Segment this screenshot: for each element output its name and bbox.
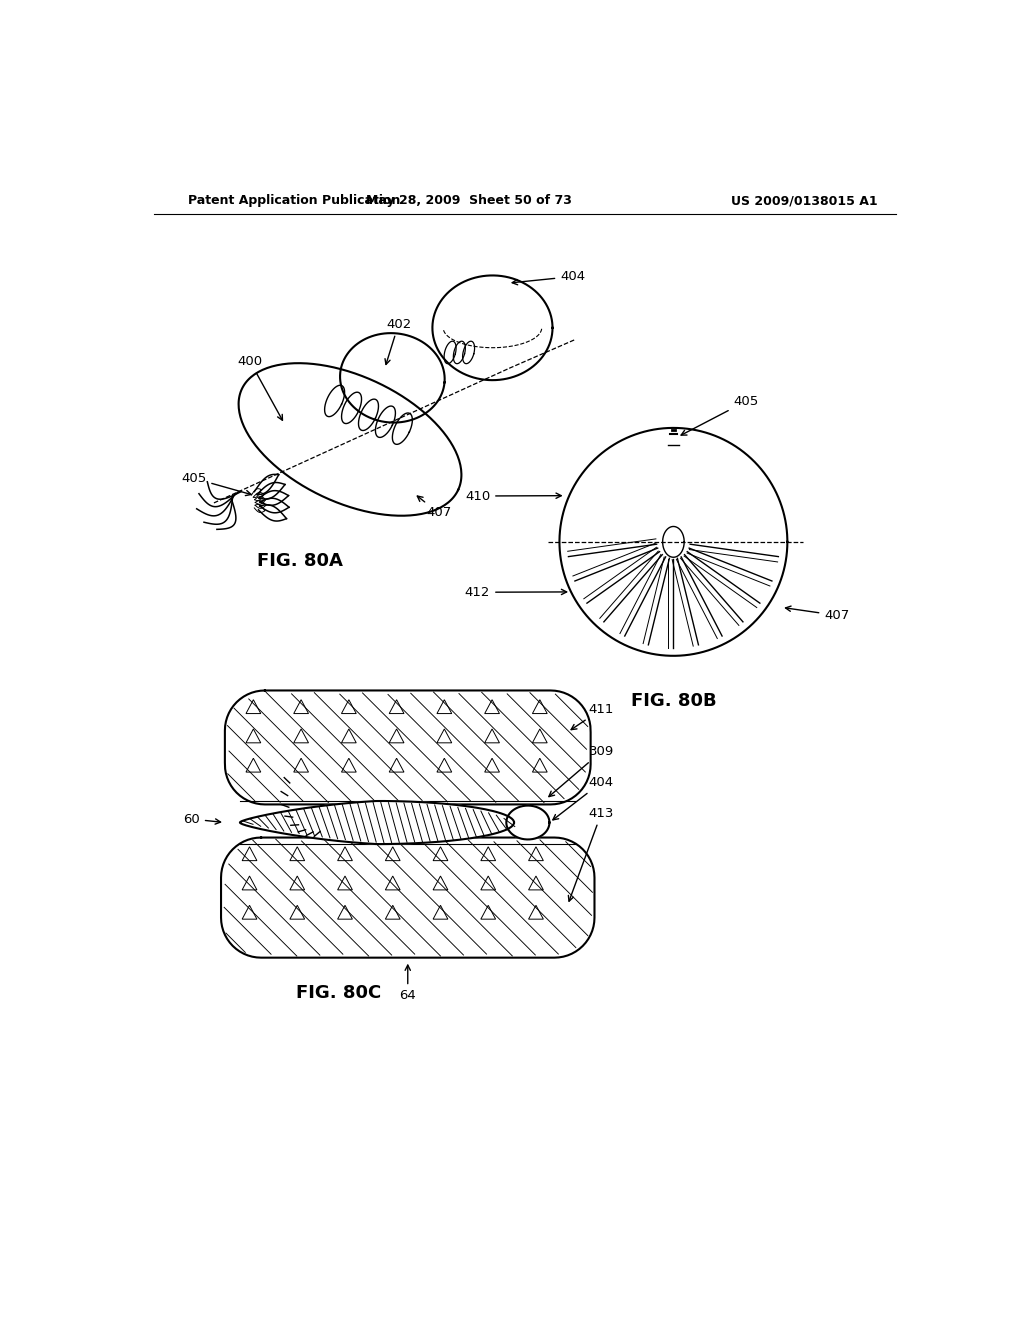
- Text: US 2009/0138015 A1: US 2009/0138015 A1: [731, 194, 878, 207]
- Text: FIG. 80A: FIG. 80A: [257, 553, 343, 570]
- Text: Patent Application Publication: Patent Application Publication: [188, 194, 400, 207]
- Polygon shape: [506, 805, 550, 840]
- Polygon shape: [240, 801, 514, 843]
- Text: 407: 407: [418, 496, 452, 520]
- Text: 411: 411: [571, 702, 614, 730]
- Text: 64: 64: [399, 965, 416, 1002]
- Text: 412: 412: [465, 586, 566, 599]
- Text: 404: 404: [553, 776, 613, 820]
- Text: 400: 400: [238, 355, 283, 420]
- Text: FIG. 80C: FIG. 80C: [296, 983, 381, 1002]
- Text: 413: 413: [568, 807, 614, 902]
- Text: FIG. 80B: FIG. 80B: [631, 692, 716, 710]
- Text: 404: 404: [512, 271, 586, 285]
- Text: 60: 60: [183, 813, 220, 825]
- Text: 405: 405: [681, 395, 759, 436]
- Text: 410: 410: [465, 490, 561, 503]
- Text: 405: 405: [181, 471, 251, 495]
- Text: May 28, 2009  Sheet 50 of 73: May 28, 2009 Sheet 50 of 73: [367, 194, 572, 207]
- Text: 402: 402: [385, 318, 412, 364]
- Text: 407: 407: [785, 606, 850, 622]
- Text: 309: 309: [549, 746, 614, 796]
- Polygon shape: [221, 837, 595, 958]
- Polygon shape: [225, 690, 591, 804]
